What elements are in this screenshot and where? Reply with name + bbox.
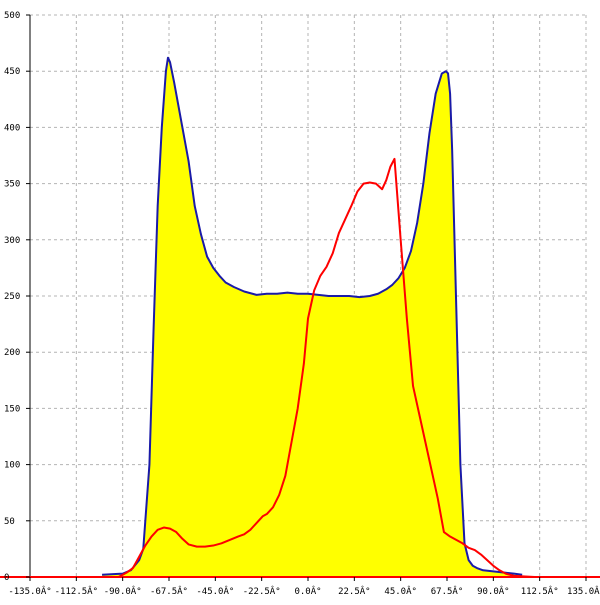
series-2-line <box>30 157 586 578</box>
y-tick-label: 450 <box>4 67 20 77</box>
x-tick-label: 67.5Â° <box>431 585 464 597</box>
y-tick-label: 350 <box>4 180 20 190</box>
y-tick-label: 0 <box>4 573 9 583</box>
x-tick-label: -112.5Â° <box>55 585 98 597</box>
y-tick-label: 200 <box>4 348 20 358</box>
series-lines <box>30 56 586 578</box>
y-tick-label: 250 <box>4 292 20 302</box>
x-tick-label: 135.0Â° <box>567 585 600 597</box>
y-tick-label: 100 <box>4 461 20 471</box>
x-tick-label: -135.0Â° <box>8 585 51 597</box>
y-tick-label: 150 <box>4 404 20 414</box>
x-tick-label: 90.0Â° <box>477 585 510 597</box>
y-tick-label: 400 <box>4 123 20 133</box>
series-1-line <box>102 56 523 576</box>
x-tick-label: 22.5Â° <box>338 585 371 597</box>
x-tick-labels: -135.0Â° -112.5Â° -90.0Â° -67.5Â° -45.0Â° -22… <box>8 585 600 597</box>
y-tick-label: 50 <box>4 517 15 527</box>
x-tick-label: -67.5Â° <box>150 585 188 597</box>
x-tick-label: 45.0Â° <box>384 585 417 597</box>
series-1-fill <box>102 57 523 578</box>
x-tick-label: 112.5Â° <box>521 585 559 597</box>
y-tick-labels: 0 50 100 150 200 250 300 350 400 450 500 <box>4 11 20 583</box>
fill-area <box>102 57 523 578</box>
x-tick-label: -90.0Â° <box>104 585 142 597</box>
x-tick-label: -45.0Â° <box>196 585 234 597</box>
x-tick-label: -22.5Â° <box>243 585 281 597</box>
x-tick-label: 0.0Â° <box>294 585 321 597</box>
axes <box>0 14 600 581</box>
y-tick-label: 500 <box>4 11 20 21</box>
y-tick-label: 300 <box>4 236 20 246</box>
